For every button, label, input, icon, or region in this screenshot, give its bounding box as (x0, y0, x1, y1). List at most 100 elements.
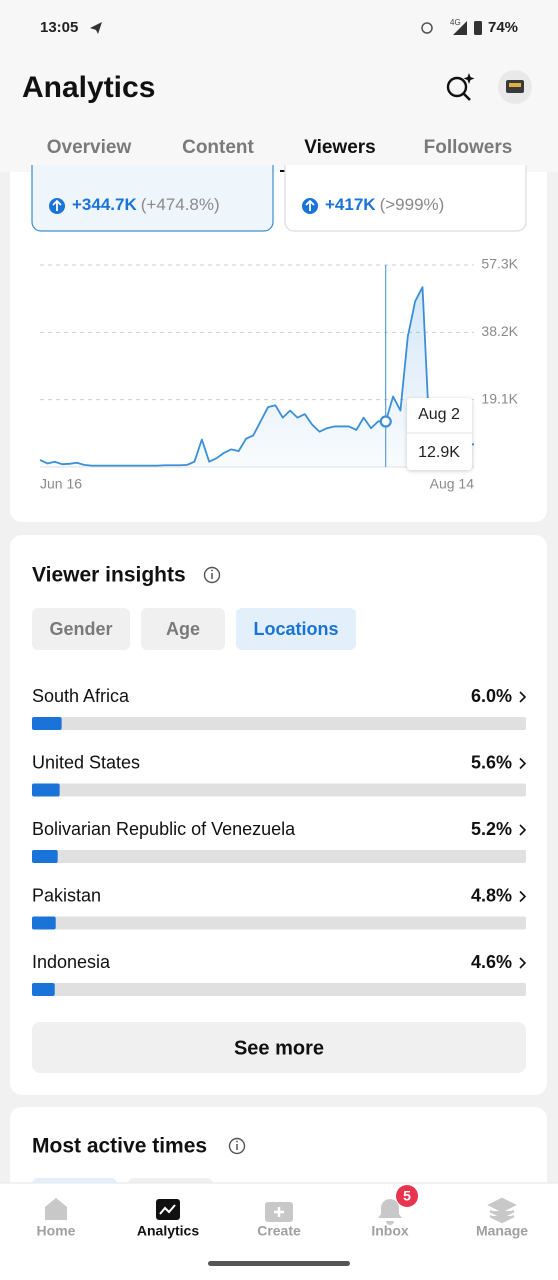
status-time: 13:05 (40, 19, 78, 36)
analytics-icon (156, 1199, 180, 1220)
section-title: Viewer insights (32, 564, 186, 587)
up-arrow (52, 199, 62, 211)
section-title: Most active times (32, 1135, 207, 1158)
nav-label[interactable]: Manage (476, 1223, 528, 1239)
area (40, 287, 474, 467)
bar (32, 850, 58, 863)
summary-card[interactable] (31, 165, 274, 232)
y-tick-label: 57.3K (481, 256, 518, 272)
search-icon (446, 76, 468, 98)
nav-label[interactable]: Create (257, 1223, 301, 1239)
summary-card[interactable] (284, 165, 527, 232)
line (39, 286, 475, 467)
location-percent: 5.6% (471, 752, 512, 772)
change-value: +417K (325, 195, 376, 214)
location-percent: 6.0% (471, 686, 512, 706)
y-tick-label: 38.2K (481, 323, 518, 339)
home-icon (45, 1198, 67, 1220)
signal-icon (453, 21, 467, 35)
filter-label: Locations (253, 619, 338, 639)
tab-label[interactable]: Overview (47, 137, 132, 158)
inbox-icon (378, 1199, 402, 1225)
search-icon-handle (463, 93, 471, 101)
location-name: Indonesia (32, 952, 111, 972)
change-percent: (+474.8%) (141, 195, 220, 214)
tooltip-date: Aug 2 (418, 406, 460, 423)
tooltip-value: 12.9K (418, 444, 460, 461)
home-indicator (208, 1261, 350, 1266)
bar-track (32, 983, 526, 996)
nav-labels: Home Analytics Create Inbox 5 Manage (37, 1185, 528, 1239)
x-tick-label: Jun 16 (40, 476, 82, 492)
bar-track (32, 916, 526, 930)
bar-track (32, 717, 526, 730)
nav-label[interactable]: Home (37, 1223, 76, 1239)
analytics-icon-line (159, 1204, 176, 1215)
nav-label[interactable]: Inbox (371, 1223, 409, 1239)
y-tick-label: 19.1K (481, 390, 518, 406)
info-dot (211, 569, 213, 572)
bar (32, 983, 55, 996)
chevron[interactable] (519, 824, 527, 836)
tab-label[interactable]: Content (182, 137, 254, 158)
location-percent: 4.8% (471, 885, 512, 905)
info-circle (203, 566, 221, 584)
badge (396, 1185, 418, 1207)
location-percent: 5.2% (471, 819, 512, 839)
location-name: South Africa (32, 686, 130, 706)
bar-track (32, 783, 526, 797)
sparkle-icon (463, 73, 475, 84)
tab-label[interactable]: Followers (424, 137, 513, 158)
bar (32, 916, 56, 930)
info-dot (236, 1140, 238, 1143)
chevron[interactable] (519, 691, 527, 703)
battery-icon (474, 21, 482, 35)
filter-pill[interactable] (236, 608, 356, 650)
filter-pill[interactable] (141, 608, 225, 650)
location-name: Pakistan (32, 885, 101, 905)
status-battery: 74% (488, 19, 518, 36)
filter-pill[interactable] (32, 608, 130, 650)
x-tick-label: Aug 14 (430, 476, 475, 492)
tab-bar: Overview Content Viewers Followers (47, 137, 513, 173)
info-circle (228, 1137, 246, 1155)
up-arrow (305, 199, 315, 211)
badge-count: 5 (403, 1188, 411, 1204)
status-network: 4G (450, 18, 461, 27)
telegram-icon (90, 22, 102, 34)
filter-label: Gender (49, 619, 112, 639)
chevron[interactable] (519, 757, 527, 770)
hover-point (379, 415, 392, 428)
summary-change: +417K (>999%) (325, 195, 444, 214)
insights-card (10, 535, 547, 1095)
info-icon[interactable] (228, 1137, 246, 1155)
manage-icon (487, 1197, 517, 1224)
line-chart: 19.1K 38.2K 57.3K Jun 16 Aug 14 Aug 2 12.9K (39, 256, 519, 492)
chevron[interactable] (519, 890, 527, 903)
profile-avatar[interactable] (498, 70, 532, 104)
nav-label[interactable]: Analytics (137, 1223, 199, 1239)
change-percent: (>999%) (380, 195, 445, 214)
summary-change: +344.7K (+474.8%) (72, 195, 220, 214)
location-percent: 4.6% (471, 952, 512, 972)
tooltip (407, 398, 472, 470)
see-more-button[interactable] (32, 1022, 526, 1073)
bar (32, 717, 62, 730)
filter-pills: Gender Age Locations (32, 608, 356, 650)
avatar-image-detail (509, 83, 521, 87)
location-list: South Africa 6.0% United States 5.6% Bolivar… (32, 686, 527, 996)
info-icon[interactable] (203, 566, 221, 584)
bar (32, 783, 60, 797)
tab-label[interactable]: Viewers (304, 137, 375, 158)
location-name: Bolivarian Republic of Venezuela (32, 819, 296, 839)
see-more-label: See more (234, 1037, 324, 1059)
page-title: Analytics (22, 71, 155, 104)
location-name: United States (32, 752, 140, 772)
filter-label: Age (166, 619, 200, 639)
dnd-icon (421, 22, 433, 34)
chevron[interactable] (519, 957, 527, 969)
search-button[interactable] (446, 73, 475, 101)
create-icon-plus (274, 1207, 284, 1217)
